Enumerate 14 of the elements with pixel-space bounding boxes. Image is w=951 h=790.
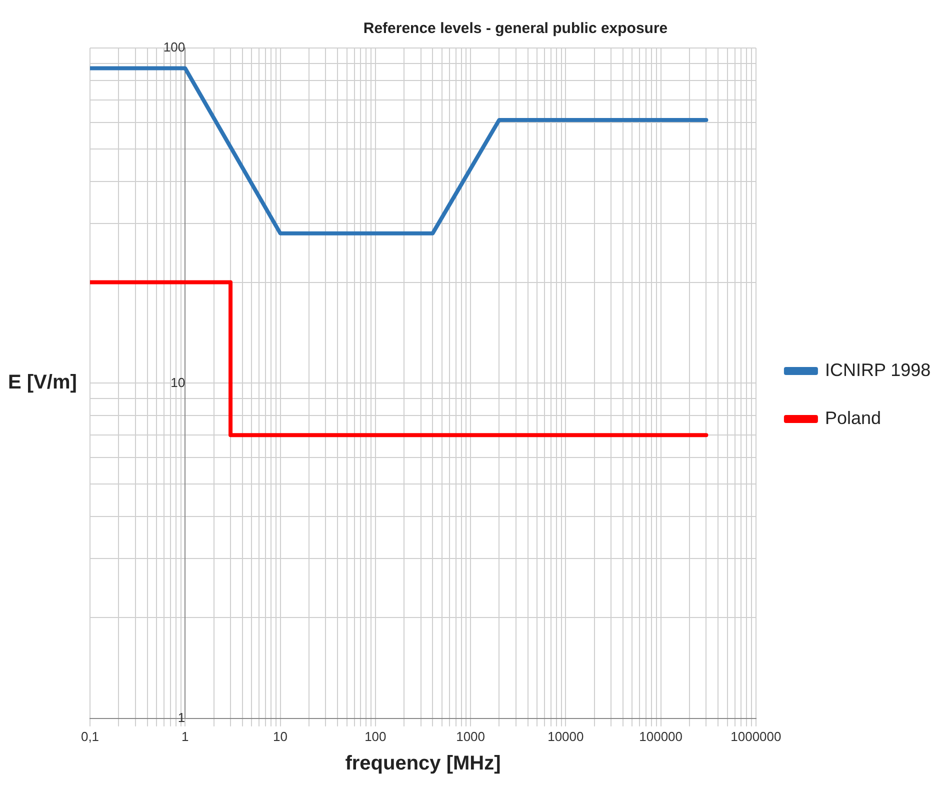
y-tick-label: 100 xyxy=(163,40,186,55)
x-tick-label: 100000 xyxy=(639,728,683,744)
x-tick-label: 0,1 xyxy=(80,728,100,744)
x-tick-label: 1000000 xyxy=(730,728,782,744)
x-tick-label: 10000 xyxy=(548,728,584,744)
x-tick-label: 100 xyxy=(364,728,386,744)
x-tick-label: 1000 xyxy=(456,728,486,744)
x-tick-label: 10 xyxy=(273,728,288,744)
y-tick-label: 10 xyxy=(170,374,186,390)
chart-title: Reference levels - general public exposure xyxy=(363,20,668,38)
x-axis-title: frequency [MHz] xyxy=(345,752,501,775)
legend-label: ICNIRP 1998 xyxy=(824,360,931,380)
y-axis-title: E [V/m] xyxy=(8,372,77,394)
legend-label: Poland xyxy=(824,408,882,428)
